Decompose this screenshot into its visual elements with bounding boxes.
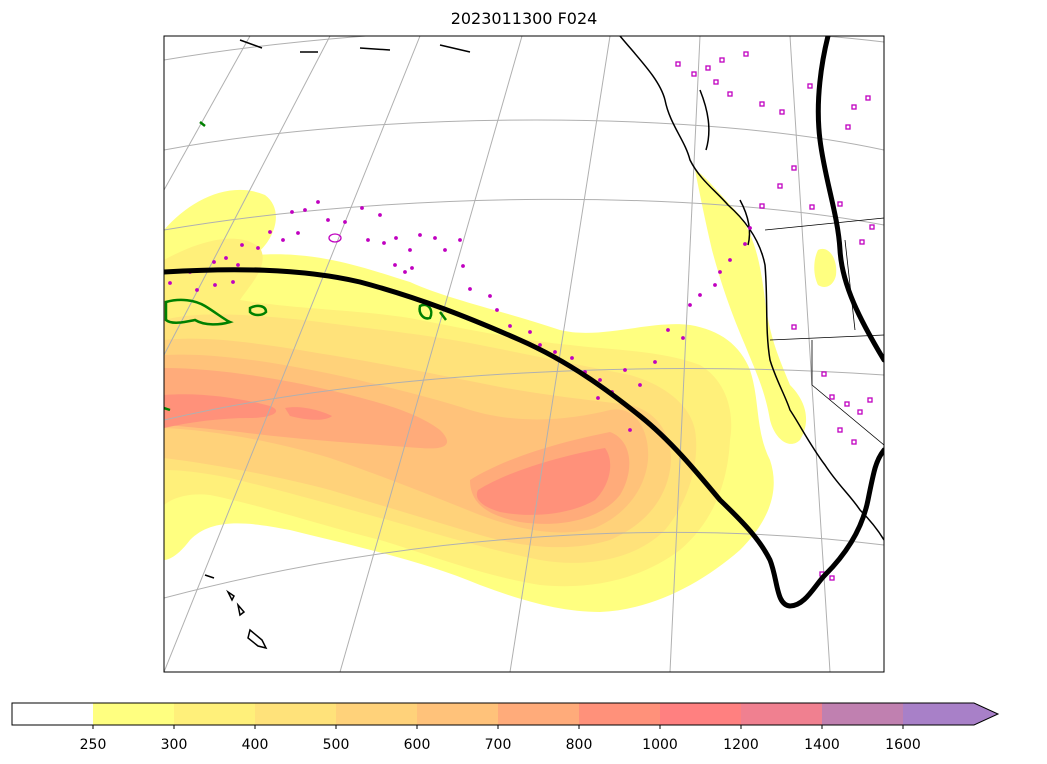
green-markers xyxy=(164,121,447,412)
map-panel xyxy=(164,36,884,672)
colorbar-bin xyxy=(498,703,579,725)
colorbar-bin xyxy=(336,703,417,725)
contour-800c xyxy=(476,448,611,515)
colorbar-bin xyxy=(579,703,660,725)
magenta-markers xyxy=(168,51,875,581)
contour-250-inland xyxy=(814,248,837,287)
colorbar-outline xyxy=(11,702,1000,726)
colorbar-tick-label: 1200 xyxy=(723,737,759,753)
colorbar-extend-arrow xyxy=(903,703,998,725)
colorbar-tick-label: 400 xyxy=(241,737,269,753)
colorbar xyxy=(11,702,1000,729)
colorbar-tick-label: 1600 xyxy=(885,737,921,753)
colorbar-bin xyxy=(741,703,822,725)
map-title: 2023011300 F024 xyxy=(450,9,598,28)
colorbar-bin xyxy=(12,703,93,725)
colorbar-bin xyxy=(660,703,741,725)
colorbar-bin xyxy=(174,703,255,725)
colorbar-tick-label: 600 xyxy=(403,737,431,753)
reference-contour xyxy=(164,267,884,609)
colorbar-tick-label: 700 xyxy=(484,737,512,753)
colorbar-bin xyxy=(93,703,174,725)
reference-contour-north xyxy=(815,36,884,363)
coastline xyxy=(204,36,884,650)
filled-contours xyxy=(164,170,837,612)
colorbar-bin xyxy=(417,703,498,725)
colorbar-tick-label: 1000 xyxy=(642,737,678,753)
colorbar-bin xyxy=(822,703,903,725)
map-frame xyxy=(163,35,885,673)
colorbar-tick-label: 250 xyxy=(79,737,107,753)
colorbar-tick-label: 800 xyxy=(565,737,593,753)
borders xyxy=(764,217,884,446)
colorbar-tick-label: 1400 xyxy=(804,737,840,753)
contour-800b xyxy=(285,407,332,420)
contour-250-coast xyxy=(695,170,807,444)
colorbar-tick-label: 300 xyxy=(160,737,188,753)
colorbar-tick-label: 500 xyxy=(322,737,350,753)
colorbar-bin xyxy=(255,703,336,725)
